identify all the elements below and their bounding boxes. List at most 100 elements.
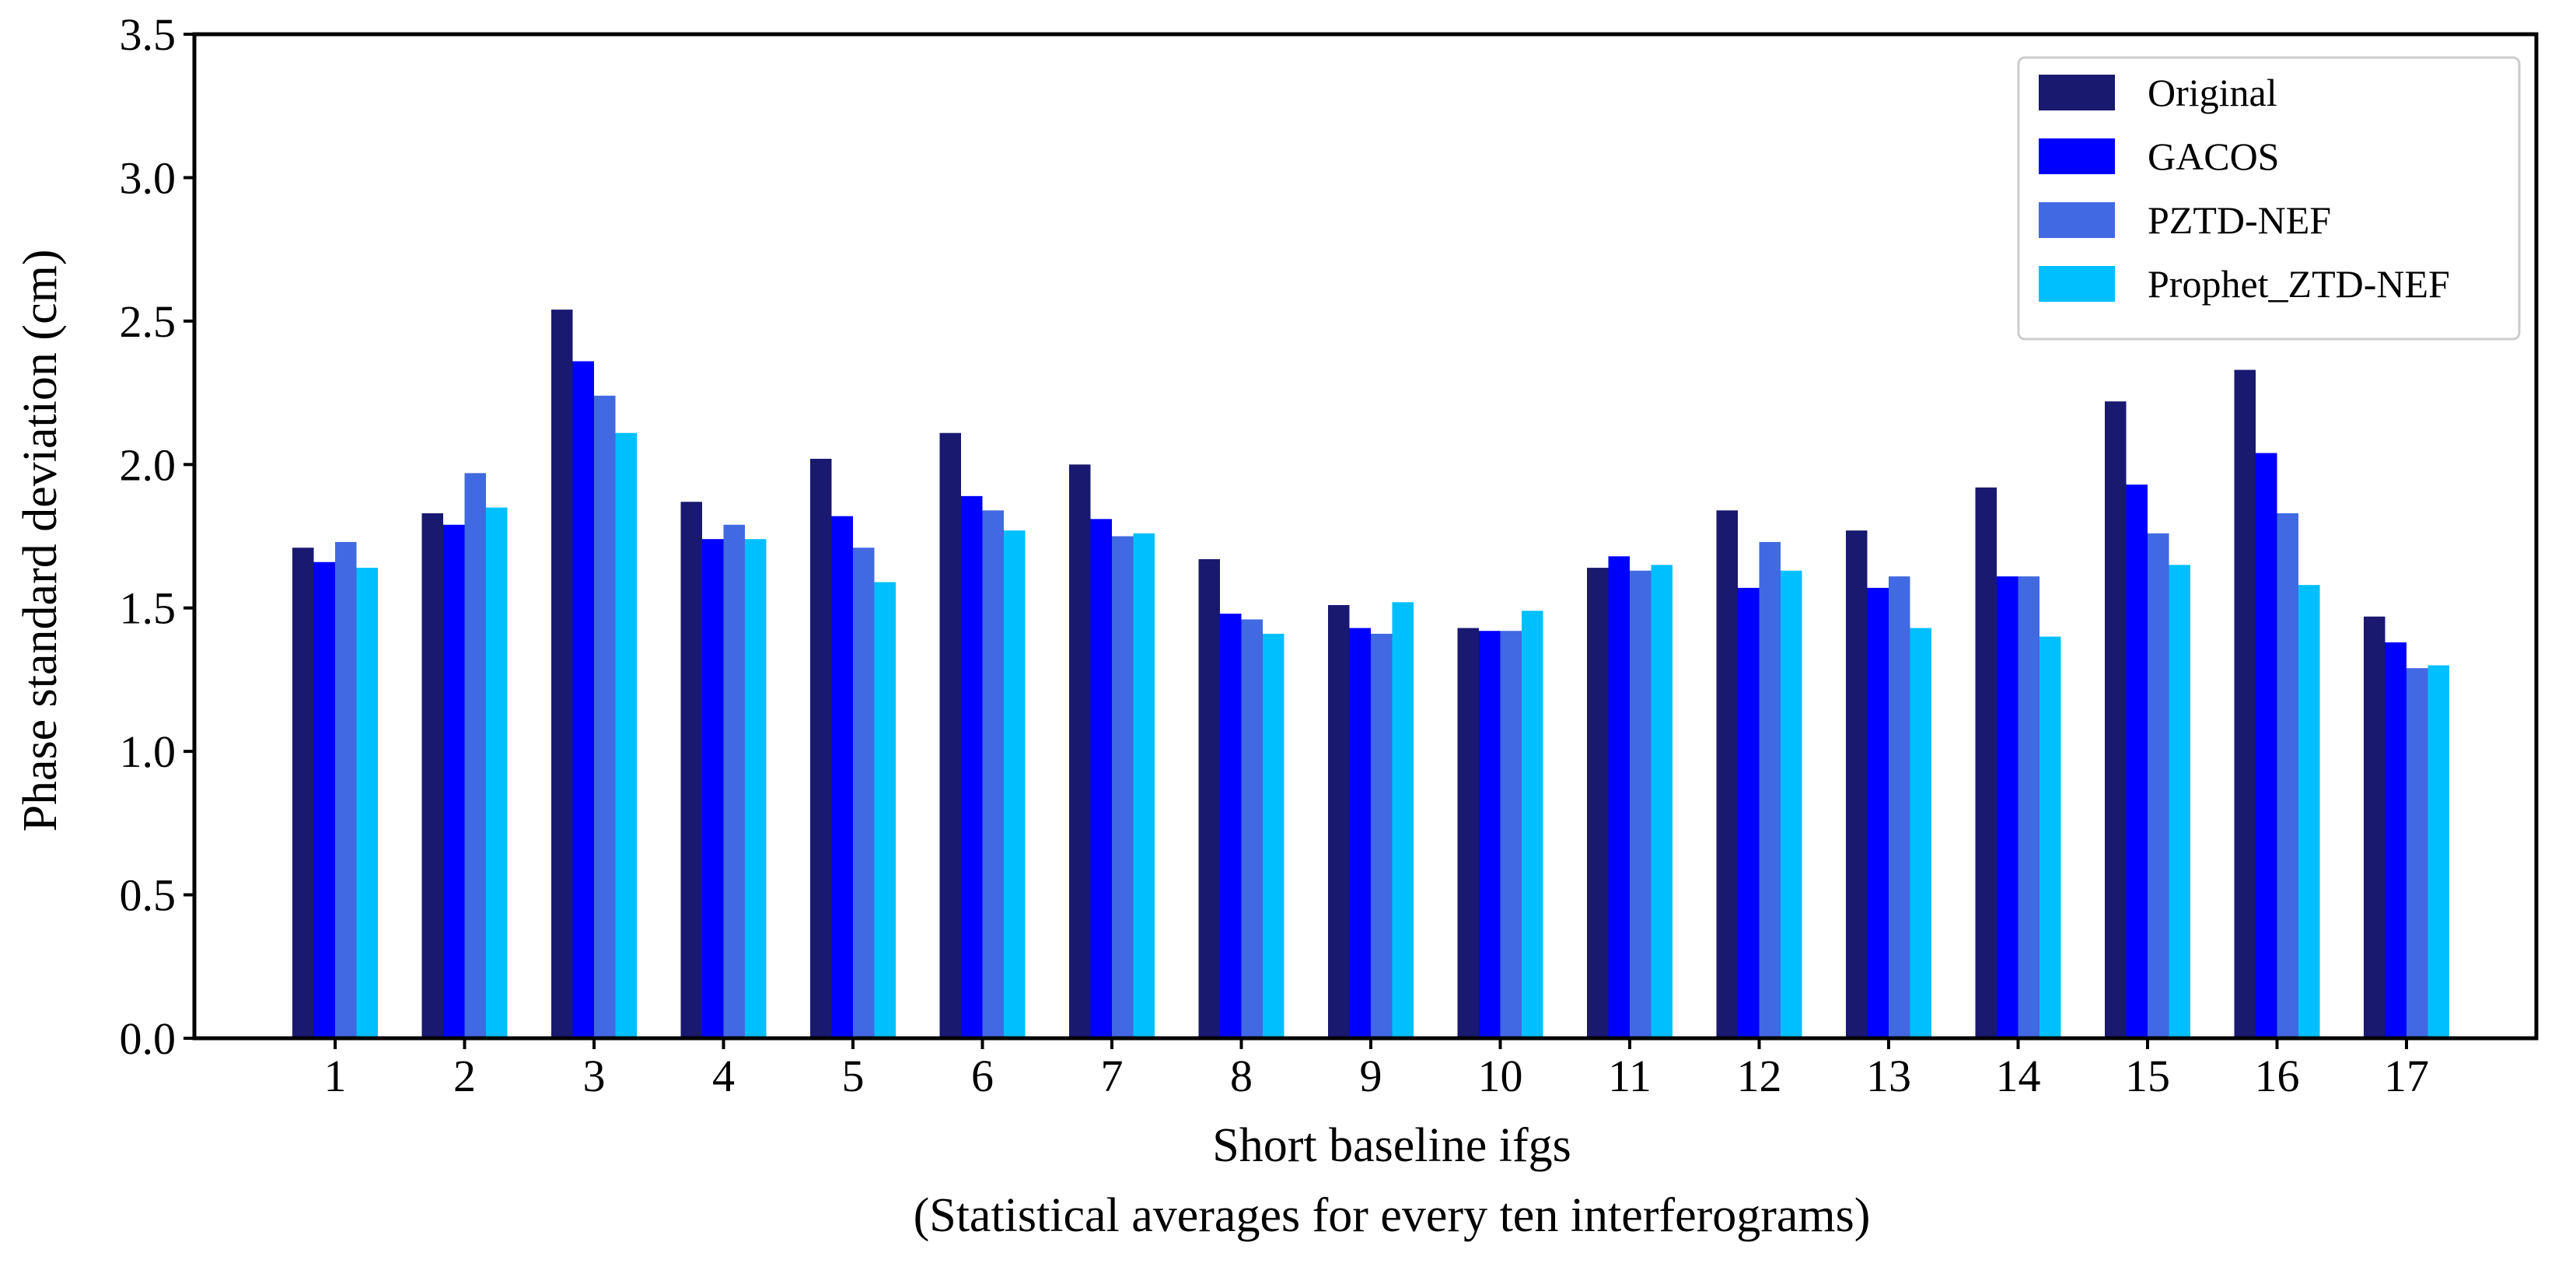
legend-swatch [2039, 266, 2115, 302]
bar-gacos-3 [572, 361, 594, 1038]
bar-prophet-ztd-nef-12 [1781, 570, 1802, 1038]
y-tick-label: 3.5 [120, 9, 177, 60]
bar-prophet-ztd-nef-2 [486, 507, 508, 1038]
bar-gacos-9 [1349, 628, 1371, 1038]
bar-original-5 [810, 458, 832, 1038]
bar-prophet-ztd-nef-17 [2427, 665, 2449, 1038]
x-tick-label: 8 [1230, 1051, 1253, 1101]
legend-swatch [2039, 75, 2115, 110]
x-tick-label: 16 [2255, 1051, 2300, 1101]
bar-gacos-7 [1090, 519, 1112, 1038]
bars-layer [292, 310, 2449, 1039]
x-axis-label-subtitle: (Statistical averages for every ten inte… [914, 1189, 1871, 1242]
bar-original-14 [1975, 487, 1997, 1038]
bar-gacos-12 [1738, 587, 1760, 1038]
y-tick-label: 2.5 [120, 296, 177, 347]
x-tick-label: 6 [971, 1051, 994, 1101]
bar-original-16 [2234, 369, 2256, 1038]
axes-layer: 0.00.51.01.52.02.53.03.51 2 3 4 5 6 7 8 9 10 11 12 1… [120, 9, 2539, 1101]
legend-label: Prophet_ZTD-NEF [2148, 262, 2450, 306]
bar-prophet-ztd-nef-16 [2298, 585, 2320, 1038]
bar-pztd-nef-14 [2018, 576, 2039, 1038]
bar-gacos-13 [1867, 587, 1889, 1038]
y-tick-label: 0.0 [120, 1013, 177, 1064]
legend-swatch [2039, 202, 2115, 238]
bar-pztd-nef-17 [2406, 668, 2428, 1038]
bar-gacos-10 [1479, 631, 1501, 1038]
x-tick-label: 5 [842, 1051, 865, 1101]
bar-original-2 [421, 513, 443, 1038]
bar-pztd-nef-15 [2148, 533, 2169, 1038]
bar-pztd-nef-11 [1630, 570, 1652, 1038]
bar-prophet-ztd-nef-14 [2039, 636, 2061, 1038]
y-axis-label: Phase standard deviation (cm) [14, 250, 67, 832]
x-tick-label: 15 [2125, 1051, 2170, 1101]
bar-prophet-ztd-nef-15 [2169, 565, 2190, 1038]
bar-original-17 [2364, 616, 2386, 1038]
y-tick-label: 1.5 [120, 583, 177, 634]
y-tick-label: 1.0 [120, 726, 177, 777]
bar-gacos-16 [2256, 453, 2277, 1038]
bar-pztd-nef-16 [2277, 513, 2298, 1038]
y-tick-label: 2.0 [120, 439, 177, 490]
bar-gacos-4 [702, 539, 724, 1038]
bar-original-13 [1846, 530, 1868, 1038]
bar-gacos-1 [313, 562, 335, 1038]
x-tick-label: 2 [453, 1051, 476, 1101]
legend-label: PZTD-NEF [2148, 198, 2331, 242]
bar-gacos-11 [1608, 556, 1630, 1038]
bar-gacos-2 [443, 524, 465, 1038]
bar-gacos-5 [831, 516, 853, 1038]
x-tick-label: 9 [1360, 1051, 1382, 1101]
bar-pztd-nef-6 [982, 510, 1004, 1038]
x-tick-label: 3 [583, 1051, 606, 1101]
bar-pztd-nef-10 [1500, 631, 1522, 1038]
bar-prophet-ztd-nef-9 [1392, 602, 1414, 1038]
x-tick-label: 4 [712, 1051, 735, 1101]
bar-gacos-6 [961, 495, 983, 1038]
bar-original-3 [551, 310, 573, 1039]
bar-prophet-ztd-nef-10 [1522, 611, 1543, 1038]
legend-swatch [2039, 138, 2115, 174]
bar-original-12 [1716, 510, 1738, 1038]
x-tick-label: 7 [1101, 1051, 1124, 1101]
legend: Original GACOS PZTD-NEF Prophet_ZTD-NEF [2017, 56, 2521, 341]
x-tick-label: 10 [1478, 1051, 1523, 1101]
bar-pztd-nef-12 [1759, 541, 1781, 1038]
bar-prophet-ztd-nef-1 [356, 568, 378, 1038]
legend-label: GACOS [2148, 135, 2279, 178]
bar-original-6 [939, 432, 961, 1038]
bar-pztd-nef-5 [853, 548, 875, 1038]
bar-original-11 [1587, 568, 1609, 1038]
x-tick-label: 11 [1608, 1051, 1652, 1101]
bar-prophet-ztd-nef-3 [615, 432, 637, 1038]
y-tick-label: 0.5 [120, 870, 177, 921]
bar-pztd-nef-9 [1371, 633, 1393, 1038]
x-tick-label: 17 [2384, 1051, 2429, 1101]
bar-original-15 [2105, 401, 2127, 1038]
bar-original-4 [680, 502, 702, 1038]
bar-pztd-nef-2 [464, 473, 486, 1038]
bar-pztd-nef-1 [335, 541, 357, 1038]
bar-prophet-ztd-nef-7 [1133, 533, 1155, 1038]
bar-original-1 [292, 548, 314, 1038]
bar-pztd-nef-13 [1889, 576, 1910, 1038]
y-tick-label: 3.0 [120, 152, 177, 203]
bar-prophet-ztd-nef-8 [1263, 633, 1285, 1038]
plot-frame [192, 32, 2539, 1041]
bar-gacos-8 [1220, 614, 1242, 1038]
legend-box [2017, 56, 2521, 341]
bar-original-9 [1328, 605, 1350, 1038]
x-tick-label: 12 [1737, 1051, 1782, 1101]
x-tick-label: 13 [1866, 1051, 1911, 1101]
legend-label: Original [2148, 71, 2277, 114]
x-tick-label: 14 [1996, 1051, 2041, 1101]
x-tick-label: 1 [324, 1051, 347, 1101]
bar-prophet-ztd-nef-13 [1910, 628, 1931, 1038]
bar-gacos-17 [2385, 642, 2406, 1038]
bar-prophet-ztd-nef-6 [1004, 530, 1026, 1038]
bar-pztd-nef-3 [594, 395, 616, 1038]
bar-original-10 [1457, 628, 1479, 1038]
bar-prophet-ztd-nef-4 [745, 539, 767, 1038]
